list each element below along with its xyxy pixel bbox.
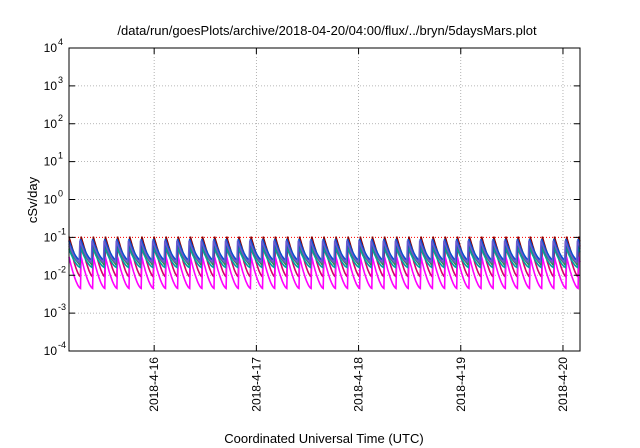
x-tick-label: 2018-4-19	[454, 357, 468, 412]
series-line-7	[68, 240, 581, 264]
x-tick-label: 2018-4-18	[352, 357, 366, 412]
y-tick-label: 10	[44, 79, 58, 93]
y-tick-label: 10	[44, 268, 58, 282]
y-tick-label: 10	[44, 344, 58, 358]
y-axis-label: cSv/day	[25, 176, 40, 223]
x-tick-label: 2018-4-16	[147, 357, 161, 412]
x-tick-label: 2018-4-20	[556, 357, 570, 412]
y-tick-exponent: -1	[58, 226, 66, 236]
y-tick-exponent: -4	[58, 340, 66, 350]
y-tick-exponent: 0	[58, 189, 63, 199]
series-line-6	[68, 238, 581, 262]
y-tick-label: 10	[44, 193, 58, 207]
y-tick-label: 10	[44, 306, 58, 320]
series-group	[68, 236, 581, 290]
chart-title: /data/run/goesPlots/archive/2018-04-20/0…	[117, 23, 537, 38]
y-tick-exponent: 4	[58, 37, 63, 47]
y-tick-exponent: -2	[58, 264, 66, 274]
y-tick-label: 10	[44, 117, 58, 131]
x-axis: 2018-4-16 2018-4-17 2018-4-18 2018-4-19 2018…	[147, 48, 570, 412]
y-tick-label: 10	[44, 155, 58, 169]
x-tick-label: 2018-4-17	[249, 357, 263, 412]
x-axis-label: Coordinated Universal Time (UTC)	[224, 431, 423, 446]
y-tick-label: 10	[44, 230, 58, 244]
y-tick-exponent: 1	[58, 151, 63, 161]
series-line-3	[68, 256, 581, 290]
y-tick-label: 10	[44, 41, 58, 55]
series-line-4	[68, 247, 581, 269]
y-tick-exponent: 3	[58, 75, 63, 85]
series-line-1	[68, 236, 581, 267]
y-tick-exponent: 2	[58, 113, 63, 123]
grid	[69, 48, 580, 351]
y-tick-exponent: -3	[58, 302, 66, 312]
